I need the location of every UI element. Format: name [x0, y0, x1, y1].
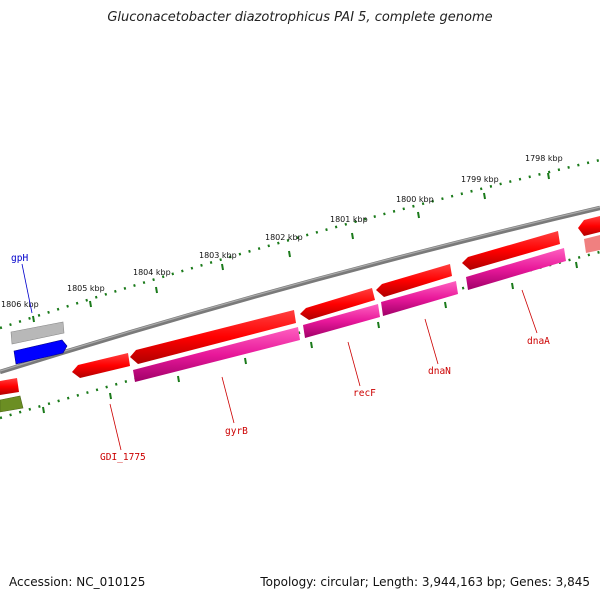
gene-label-gyrb: gyrB [225, 426, 248, 437]
kbp-label: 1799 kbp [461, 175, 499, 184]
kbp-labels: 1806 kbp 1805 kbp 1804 kbp 1803 kbp 1802… [1, 154, 563, 309]
gene-feature[interactable] [133, 327, 300, 382]
kbp-label: 1806 kbp [1, 300, 39, 309]
kbp-label: 1800 kbp [396, 195, 434, 204]
kbp-label: 1802 kbp [265, 233, 303, 242]
kbp-label: 1798 kbp [525, 154, 563, 163]
map-title: Gluconacetobacter diazotrophicus PAI 5, … [107, 10, 493, 25]
gene-feature[interactable] [0, 395, 24, 413]
gene-feature[interactable] [462, 231, 560, 270]
leader-lines [21, 263, 538, 451]
gene-feature[interactable] [130, 310, 296, 364]
inner-ruler [0, 250, 600, 420]
gene-feature[interactable] [72, 353, 130, 378]
inner-major-ticks [42, 261, 578, 414]
gene-feature[interactable] [584, 235, 600, 253]
gene-label-dnan: dnaN [428, 366, 451, 377]
outer-major-ticks [32, 172, 550, 323]
gene-label-recf: recF [353, 388, 376, 399]
gene-feature[interactable] [0, 378, 19, 395]
accession-label: Accession: NC_010125 [9, 575, 146, 589]
kbp-label: 1805 kbp [67, 284, 105, 293]
gene-feature[interactable] [578, 216, 600, 236]
gene-feature[interactable] [300, 288, 375, 320]
gene-label-gph: gpH [11, 253, 28, 264]
gene-feature[interactable] [381, 281, 458, 316]
topology-label: Topology: circular; Length: 3,944,163 bp… [260, 575, 590, 589]
gene-feature[interactable] [10, 321, 65, 345]
gene-label-gdi-1775: GDI_1775 [100, 452, 146, 463]
gene-label-dnaa: dnaA [527, 336, 550, 347]
gene-feature[interactable] [13, 339, 68, 365]
gene-feature[interactable] [303, 304, 380, 338]
kbp-label: 1803 kbp [199, 251, 237, 260]
genome-backbone [0, 205, 600, 375]
gene-feature[interactable] [466, 248, 566, 290]
kbp-label: 1804 kbp [133, 268, 171, 277]
kbp-label: 1801 kbp [330, 215, 368, 224]
gene-feature[interactable] [376, 264, 452, 297]
